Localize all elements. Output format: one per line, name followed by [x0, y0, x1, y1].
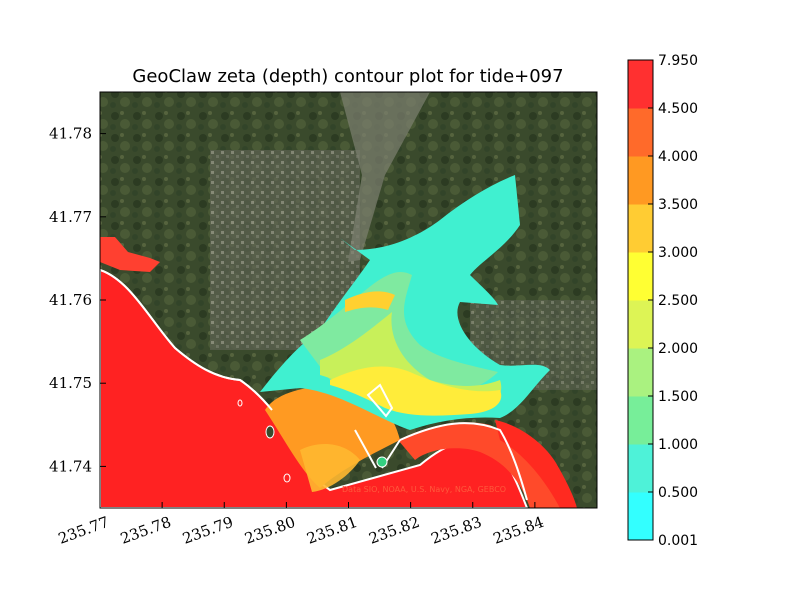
y-tick-label: 41.78 — [49, 125, 92, 143]
small-island — [283, 473, 291, 483]
colorbar-label: 1.000 — [658, 437, 698, 453]
zeta-level-4.000-4.500 — [398, 422, 575, 508]
y-tick-label: 41.75 — [49, 374, 92, 392]
y-tick-label: 41.74 — [49, 457, 92, 475]
x-axis: 235.77 235.78 235.79 235.80 235.81 235.82 235.… — [56, 502, 546, 548]
small-island — [265, 425, 275, 439]
colorbar-label: 3.000 — [658, 245, 698, 261]
chart-title: GeoClaw zeta (depth) contour plot for ti… — [132, 66, 563, 87]
x-tick-label: 235.81 — [304, 513, 359, 548]
zeta-patch-red-shore — [100, 237, 160, 272]
colorbar-label: 0.500 — [658, 485, 698, 501]
harbor-island — [376, 456, 388, 468]
y-tick-label: 41.77 — [49, 208, 92, 226]
zeta-channel — [345, 291, 395, 312]
colorbar-segment — [628, 444, 653, 493]
colorbar-label: 1.500 — [658, 389, 698, 405]
x-tick-label: 235.79 — [180, 513, 235, 548]
x-tick-label: 235.84 — [491, 513, 546, 548]
colorbar-segment — [628, 156, 653, 205]
highway — [340, 92, 430, 262]
colorbar-label: 2.000 — [658, 341, 698, 357]
breakwater — [366, 383, 394, 418]
zeta-level-3.500-4.000 — [265, 386, 400, 488]
small-island — [237, 399, 243, 407]
colorbar-label: 7.950 — [658, 53, 698, 69]
colorbar-segment — [628, 108, 653, 157]
x-tick-label: 235.82 — [367, 513, 422, 548]
zeta-level-4.500-7.950 — [495, 420, 577, 508]
x-tick-label: 235.77 — [56, 513, 111, 548]
colorbar-segment — [628, 300, 653, 349]
colorbar-segment — [628, 204, 653, 253]
map-attribution: Data SIO, NOAA, U.S. Navy, NGA, GEBCO — [342, 485, 506, 494]
coastline — [399, 422, 528, 501]
colorbar-segment — [628, 60, 653, 109]
x-tick-label: 235.80 — [242, 513, 297, 548]
colorbar-segment — [628, 252, 653, 301]
colorbar-label: 0.001 — [658, 533, 698, 549]
colorbar: 0.001 0.500 1.000 1.500 2.000 2.500 3.000 3.500… — [627, 53, 698, 549]
colorbar-segment — [628, 492, 653, 541]
colorbar-segment — [628, 348, 653, 397]
zeta-level-2.500-3.000 — [330, 366, 502, 416]
y-tick-label: 41.76 — [49, 291, 92, 309]
x-tick-label: 235.83 — [429, 513, 484, 548]
colorbar-label: 2.500 — [658, 293, 698, 309]
colorbar-label: 3.500 — [658, 197, 698, 213]
colorbar-label: 4.500 — [658, 101, 698, 117]
plot-area: Data SIO, NOAA, U.S. Navy, NGA, GEBCO — [100, 92, 597, 508]
colorbar-label: 4.000 — [658, 149, 698, 165]
colorbar-segment — [628, 396, 653, 445]
x-tick-label: 235.78 — [118, 513, 173, 548]
coastline — [100, 269, 273, 411]
y-axis: 41.78 41.77 41.76 41.75 41.74 — [49, 125, 106, 475]
zeta-level-3.000-3.500 — [300, 444, 360, 492]
